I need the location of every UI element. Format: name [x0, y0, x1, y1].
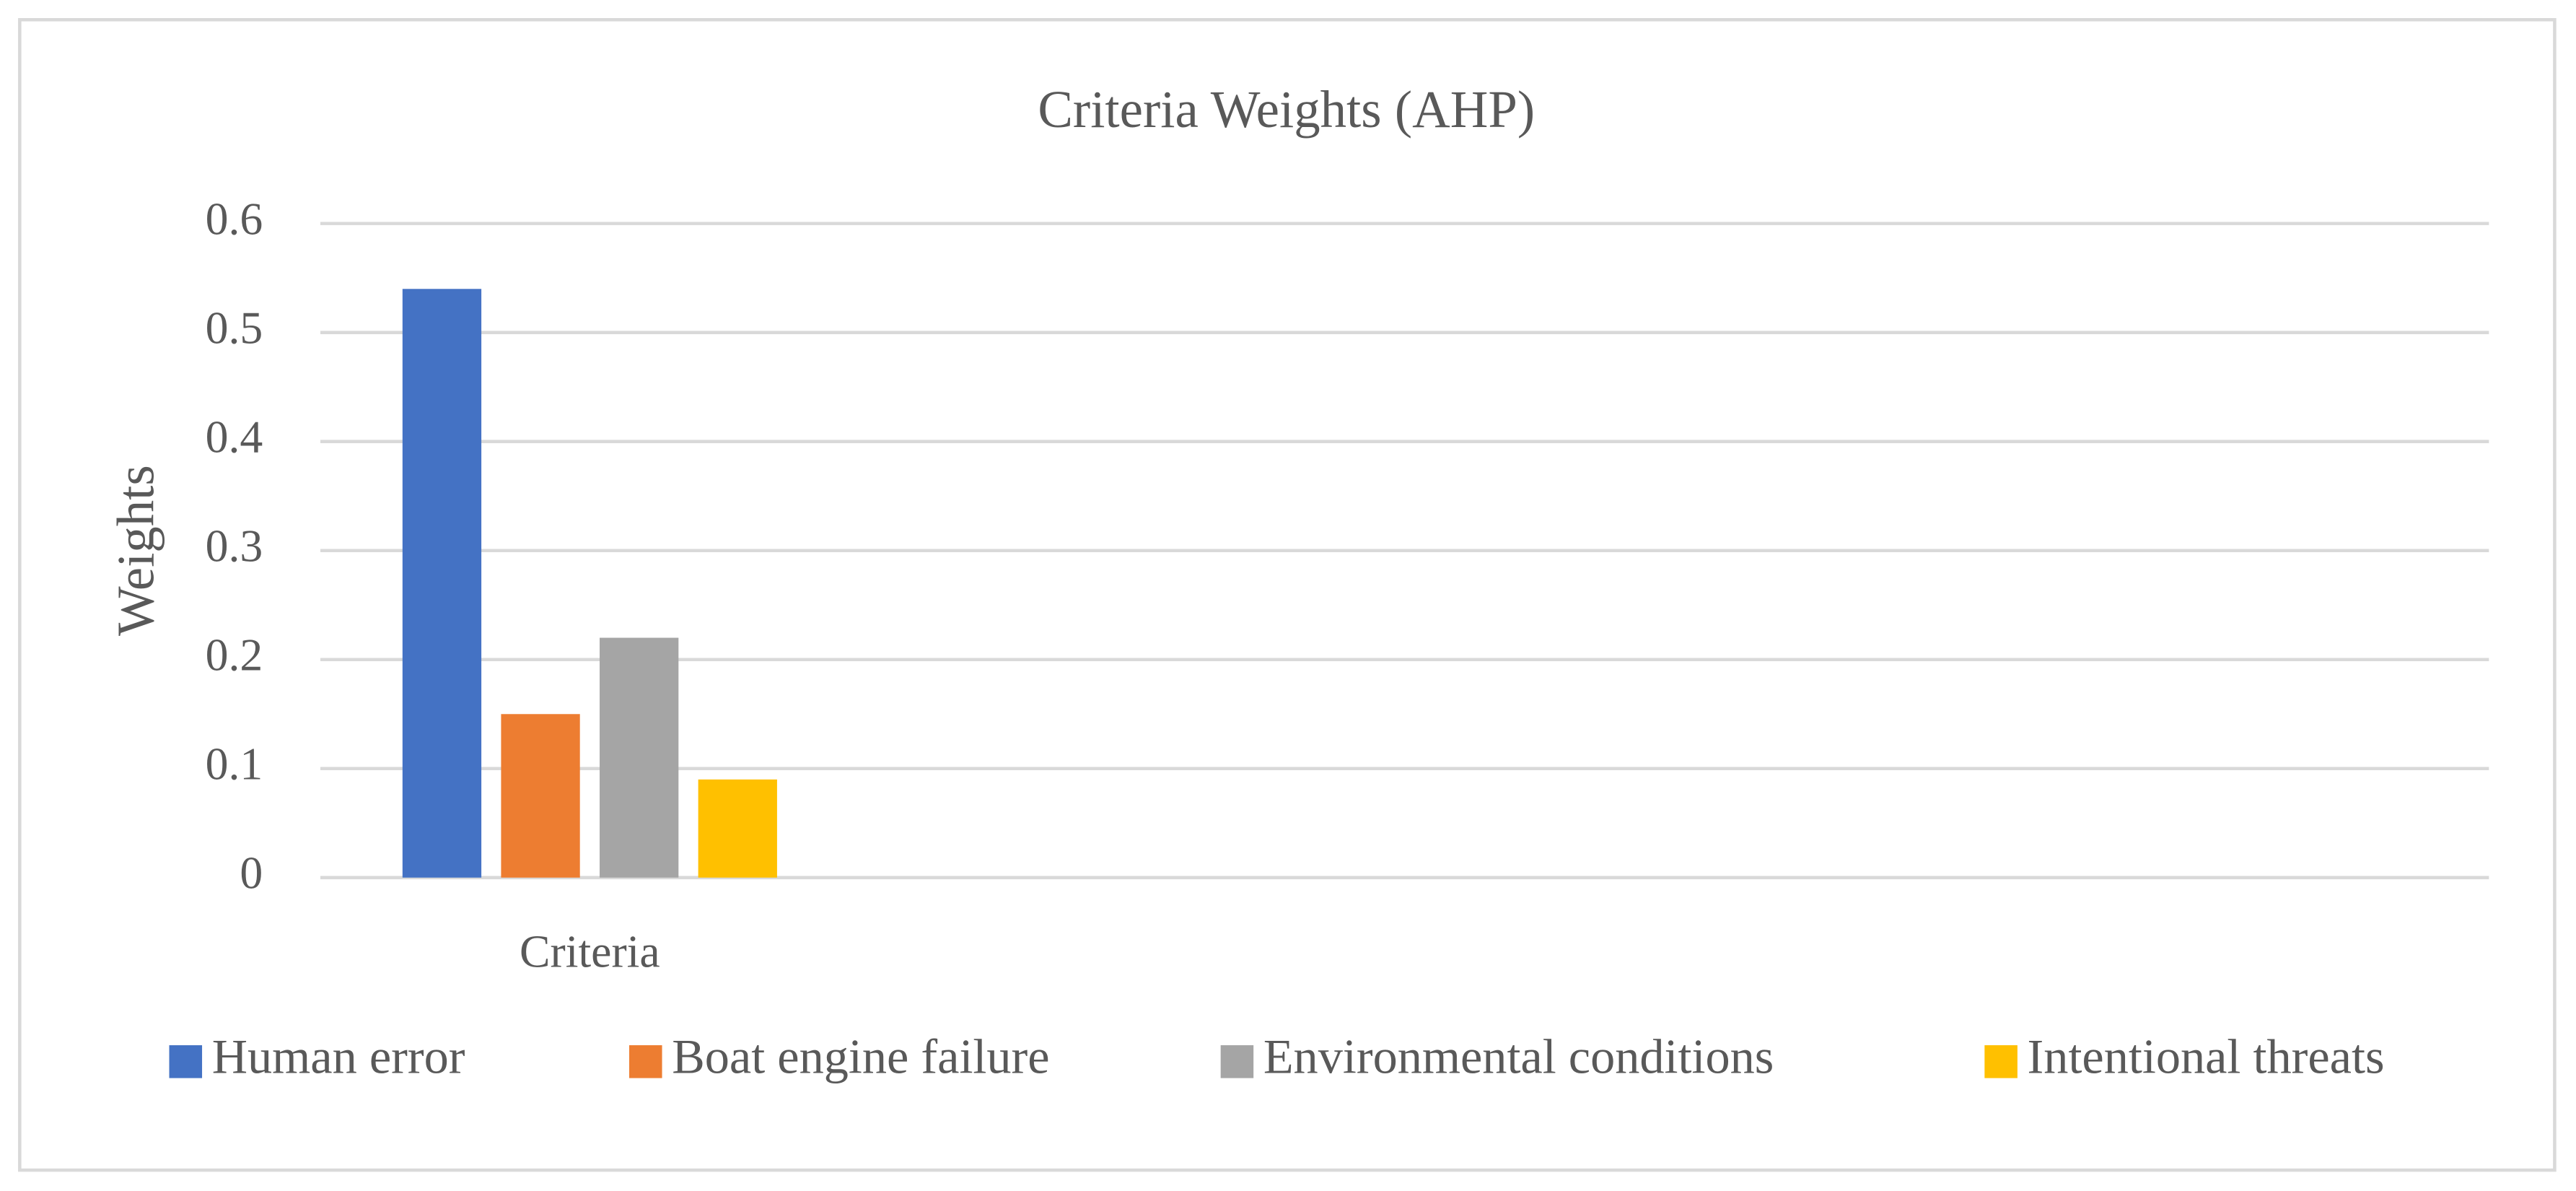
y-axis-title: Weights — [107, 465, 165, 636]
legend-label: Boat engine failure — [672, 1029, 1049, 1083]
legend-swatch — [1984, 1045, 2018, 1078]
bar — [698, 779, 777, 878]
x-tick-label: Criteria — [520, 926, 660, 977]
bar — [402, 289, 482, 878]
legend-label: Human error — [212, 1029, 465, 1083]
y-tick-label: 0.4 — [206, 411, 263, 462]
legend-swatch — [169, 1045, 203, 1078]
y-tick-label: 0.1 — [206, 738, 263, 789]
y-tick-label: 0.5 — [206, 302, 263, 353]
y-tick-label: 0.6 — [206, 193, 263, 244]
bar — [600, 637, 679, 878]
legend-label: Environmental conditions — [1263, 1029, 1774, 1083]
y-tick-label: 0 — [240, 847, 263, 898]
chart-border — [18, 18, 2557, 1172]
legend-label: Intentional threats — [2028, 1029, 2385, 1083]
y-tick-label: 0.2 — [206, 629, 263, 680]
legend-swatch — [1220, 1045, 1254, 1078]
legend-swatch — [629, 1045, 662, 1078]
y-tick-label: 0.3 — [206, 520, 263, 571]
chart-title: Criteria Weights (AHP) — [1038, 80, 1535, 139]
bar — [501, 714, 580, 878]
